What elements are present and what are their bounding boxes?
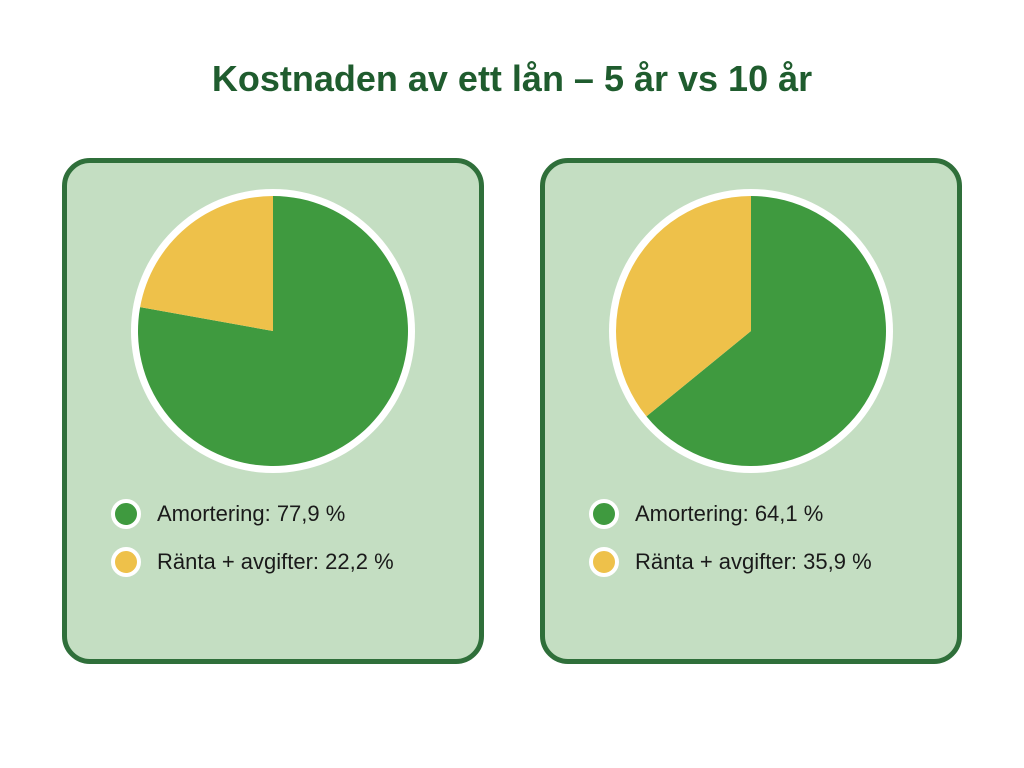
legend-10yr: Amortering: 64,1 % Ränta + avgifter: 35,… (545, 499, 957, 577)
legend-row-amortering: Amortering: 64,1 % (589, 499, 957, 529)
legend-row-amortering: Amortering: 77,9 % (111, 499, 479, 529)
chart-panel-5yr: Amortering: 77,9 % Ränta + avgifter: 22,… (62, 158, 484, 664)
legend-label: Ränta + avgifter: 35,9 % (635, 549, 872, 575)
legend-label: Amortering: 77,9 % (157, 501, 345, 527)
swatch-yellow (111, 547, 141, 577)
chart-panel-10yr: Amortering: 64,1 % Ränta + avgifter: 35,… (540, 158, 962, 664)
chart-panels: Amortering: 77,9 % Ränta + avgifter: 22,… (0, 158, 1024, 664)
legend-label: Ränta + avgifter: 22,2 % (157, 549, 394, 575)
legend-row-ranta: Ränta + avgifter: 22,2 % (111, 547, 479, 577)
swatch-green (589, 499, 619, 529)
swatch-green (111, 499, 141, 529)
page-title: Kostnaden av ett lån – 5 år vs 10 år (212, 58, 812, 100)
legend-label: Amortering: 64,1 % (635, 501, 823, 527)
swatch-yellow (589, 547, 619, 577)
pie-chart-5yr (123, 181, 423, 481)
legend-5yr: Amortering: 77,9 % Ränta + avgifter: 22,… (67, 499, 479, 577)
legend-row-ranta: Ränta + avgifter: 35,9 % (589, 547, 957, 577)
pie-chart-10yr (601, 181, 901, 481)
